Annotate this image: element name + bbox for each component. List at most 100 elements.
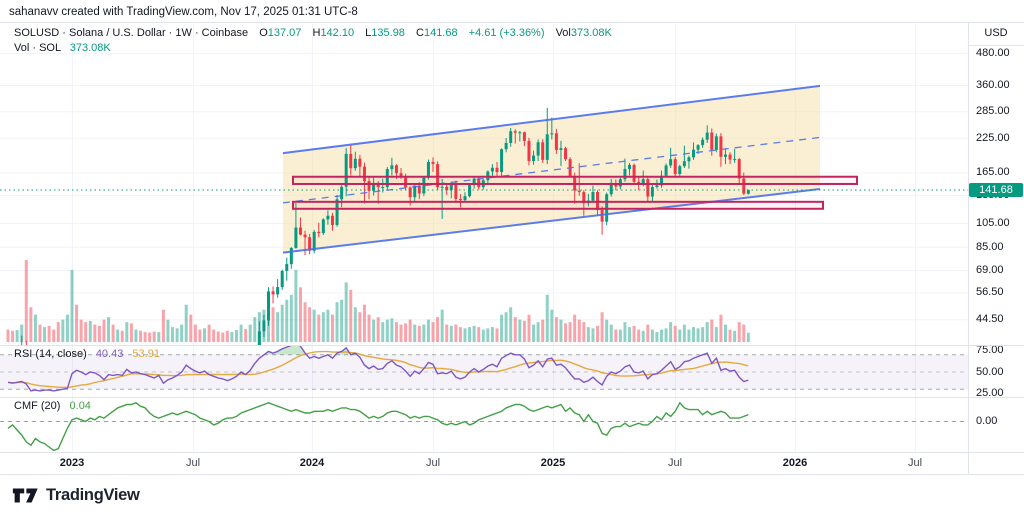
volume-bar xyxy=(490,327,494,342)
candle-body xyxy=(385,169,389,188)
volume-bar xyxy=(88,320,92,342)
open-value: 137.07 xyxy=(267,27,302,39)
high-value: 142.10 xyxy=(320,27,355,39)
volume-bar xyxy=(79,319,83,342)
volume-bar xyxy=(605,319,609,342)
candle-body xyxy=(162,403,165,438)
time-axis-label: 2023 xyxy=(59,457,85,469)
volume-bar xyxy=(148,332,152,342)
volume-bar xyxy=(107,317,111,342)
pane-separator-rsi[interactable] xyxy=(0,345,1024,346)
candle-body xyxy=(687,157,691,162)
volume-bar xyxy=(660,329,664,342)
candle-body xyxy=(340,186,344,200)
rsi-ma-value: 53.91 xyxy=(132,348,160,360)
candle-body xyxy=(48,452,51,469)
volume-bar xyxy=(404,323,408,342)
candle-body xyxy=(144,403,147,404)
symbol-title: SOLUSD · Solana / U.S. Dollar · 1W · Coi… xyxy=(14,27,249,39)
close-value: 141.68 xyxy=(423,27,458,39)
supply-demand-zone xyxy=(292,200,824,210)
volume-bar xyxy=(577,319,581,342)
price-axis-label: 85.00 xyxy=(976,240,1004,253)
volume-bar xyxy=(253,317,257,342)
volume-bar xyxy=(614,329,618,342)
candle-body xyxy=(436,164,440,188)
candle-body xyxy=(582,192,586,204)
volume-bar xyxy=(161,309,165,342)
candle-body xyxy=(728,154,732,160)
time-axis-label: 2026 xyxy=(782,457,808,469)
volume-bar xyxy=(500,314,504,342)
candle-body xyxy=(344,153,348,187)
candle-body xyxy=(454,182,458,199)
rsi-line xyxy=(7,346,749,392)
volume-bar xyxy=(413,324,417,342)
candle-body xyxy=(628,164,632,169)
volume-bar xyxy=(321,312,325,342)
volume-bar xyxy=(468,327,472,342)
price-pane[interactable] xyxy=(0,84,968,474)
candle-body xyxy=(682,161,686,167)
candle-body xyxy=(472,178,476,186)
volume-bar xyxy=(20,324,24,342)
pane-separator-cmf[interactable] xyxy=(0,397,1024,398)
rsi-label: RSI (14, close) xyxy=(14,348,87,360)
candle-body xyxy=(490,167,494,172)
volume-bar xyxy=(678,329,682,342)
volume-bar xyxy=(394,322,398,342)
supply-demand-zone xyxy=(292,175,858,185)
candle-body xyxy=(148,404,151,409)
candle-body xyxy=(29,448,32,468)
candle-body xyxy=(660,175,664,186)
cmf-line xyxy=(7,401,749,452)
volume-bar xyxy=(559,319,563,342)
price-axis-label: 105.00 xyxy=(976,217,1010,230)
candle-body xyxy=(303,234,307,238)
channel-top-line xyxy=(282,84,821,155)
cmf-value: 0.04 xyxy=(69,400,91,412)
volume-study-label: Vol · SOL xyxy=(14,42,61,54)
candle-body xyxy=(545,134,549,160)
volume-bar xyxy=(43,327,47,342)
volume-bar xyxy=(330,314,334,342)
volume-bar xyxy=(116,329,120,342)
low-label: L xyxy=(365,27,372,39)
candle-body xyxy=(353,158,357,169)
volume-bar xyxy=(244,329,248,342)
channel-fill xyxy=(283,85,820,253)
low-value: 135.98 xyxy=(371,27,405,39)
candle-body xyxy=(153,409,156,412)
candle-body xyxy=(495,167,499,172)
candle-body xyxy=(289,247,293,265)
tradingview-logo[interactable]: TradingView xyxy=(12,486,140,505)
candle-body xyxy=(550,133,554,135)
rsi-axis-label: 50.00 xyxy=(976,365,1004,378)
cmf-pane[interactable] xyxy=(0,401,968,452)
candle-body xyxy=(38,448,41,454)
candle-body xyxy=(235,402,238,412)
rsi-pane[interactable] xyxy=(0,342,968,392)
volume-bar xyxy=(746,332,750,342)
time-axis-label: Jul xyxy=(185,457,201,469)
volume-bar xyxy=(157,332,161,342)
volume-bar xyxy=(340,299,344,342)
volume-bar xyxy=(536,322,540,342)
candle-body xyxy=(308,237,312,251)
volume-bar xyxy=(312,309,316,342)
candle-body xyxy=(217,406,220,410)
candle-body xyxy=(381,187,385,189)
volume-value: 373.08K xyxy=(570,27,612,39)
chart-canvas[interactable] xyxy=(0,0,968,474)
volume-bar xyxy=(308,307,312,342)
candle-body xyxy=(646,179,650,197)
volume-bar xyxy=(6,329,10,342)
volume-bar xyxy=(600,312,604,342)
volume-bar xyxy=(705,322,709,342)
candle-body xyxy=(458,198,462,201)
volume-bar xyxy=(189,314,193,342)
price-axis-label: 285.00 xyxy=(976,105,1010,118)
candle-body xyxy=(317,231,321,234)
volume-bar xyxy=(472,325,476,342)
volume-bar xyxy=(628,327,632,342)
